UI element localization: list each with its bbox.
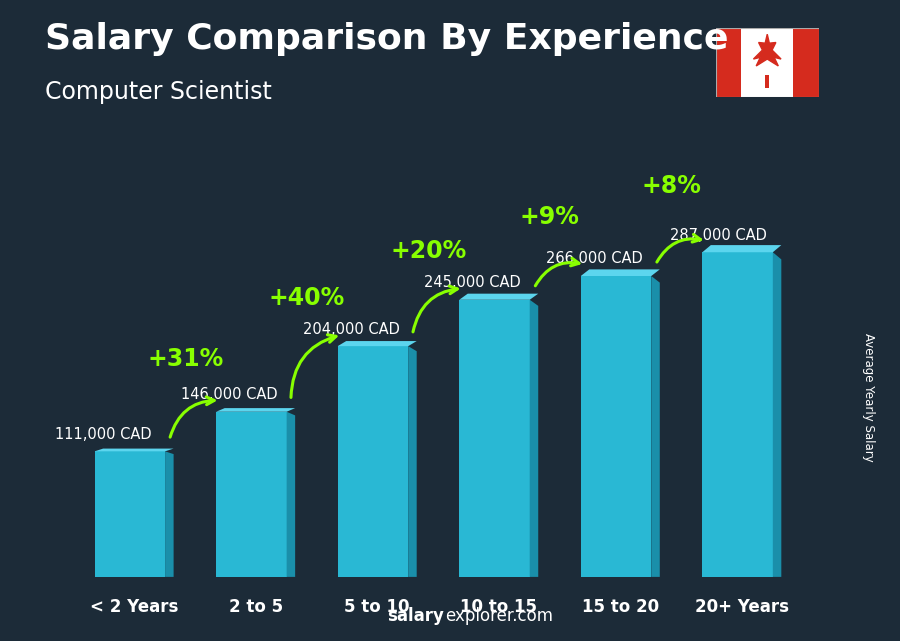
Polygon shape <box>216 408 295 412</box>
Polygon shape <box>773 253 781 577</box>
Polygon shape <box>580 269 660 276</box>
Text: 287,000 CAD: 287,000 CAD <box>670 228 767 243</box>
Text: Salary Comparison By Experience: Salary Comparison By Experience <box>45 22 728 56</box>
Text: 266,000 CAD: 266,000 CAD <box>545 251 643 267</box>
Text: explorer.com: explorer.com <box>446 607 554 625</box>
Bar <box>459 300 530 577</box>
Text: 15 to 20: 15 to 20 <box>581 598 659 616</box>
Text: +31%: +31% <box>147 347 223 371</box>
Polygon shape <box>338 341 417 346</box>
Text: +9%: +9% <box>520 205 580 229</box>
Polygon shape <box>530 300 538 577</box>
Text: +40%: +40% <box>268 286 345 310</box>
Polygon shape <box>94 449 174 451</box>
Text: 146,000 CAD: 146,000 CAD <box>181 387 278 402</box>
Polygon shape <box>409 346 417 577</box>
Text: < 2 Years: < 2 Years <box>90 598 178 616</box>
Bar <box>94 451 165 577</box>
Bar <box>716 28 742 97</box>
Text: 2 to 5: 2 to 5 <box>229 598 283 616</box>
Text: Computer Scientist: Computer Scientist <box>45 80 272 104</box>
Text: 111,000 CAD: 111,000 CAD <box>55 427 151 442</box>
Text: salary: salary <box>387 607 444 625</box>
Polygon shape <box>459 294 538 300</box>
Bar <box>338 346 409 577</box>
Text: 5 to 10: 5 to 10 <box>345 598 410 616</box>
Polygon shape <box>165 451 174 577</box>
Text: 245,000 CAD: 245,000 CAD <box>424 275 521 290</box>
Text: +8%: +8% <box>642 174 701 198</box>
Polygon shape <box>286 412 295 577</box>
Text: +20%: +20% <box>390 240 466 263</box>
Text: 204,000 CAD: 204,000 CAD <box>302 322 400 337</box>
Bar <box>702 253 773 577</box>
Polygon shape <box>753 34 781 66</box>
Bar <box>580 276 652 577</box>
Text: 10 to 15: 10 to 15 <box>460 598 537 616</box>
Text: Average Yearly Salary: Average Yearly Salary <box>862 333 875 462</box>
Polygon shape <box>652 276 660 577</box>
Bar <box>765 75 770 88</box>
Polygon shape <box>702 245 781 253</box>
Bar <box>216 412 286 577</box>
Text: 20+ Years: 20+ Years <box>695 598 788 616</box>
Bar <box>793 28 819 97</box>
